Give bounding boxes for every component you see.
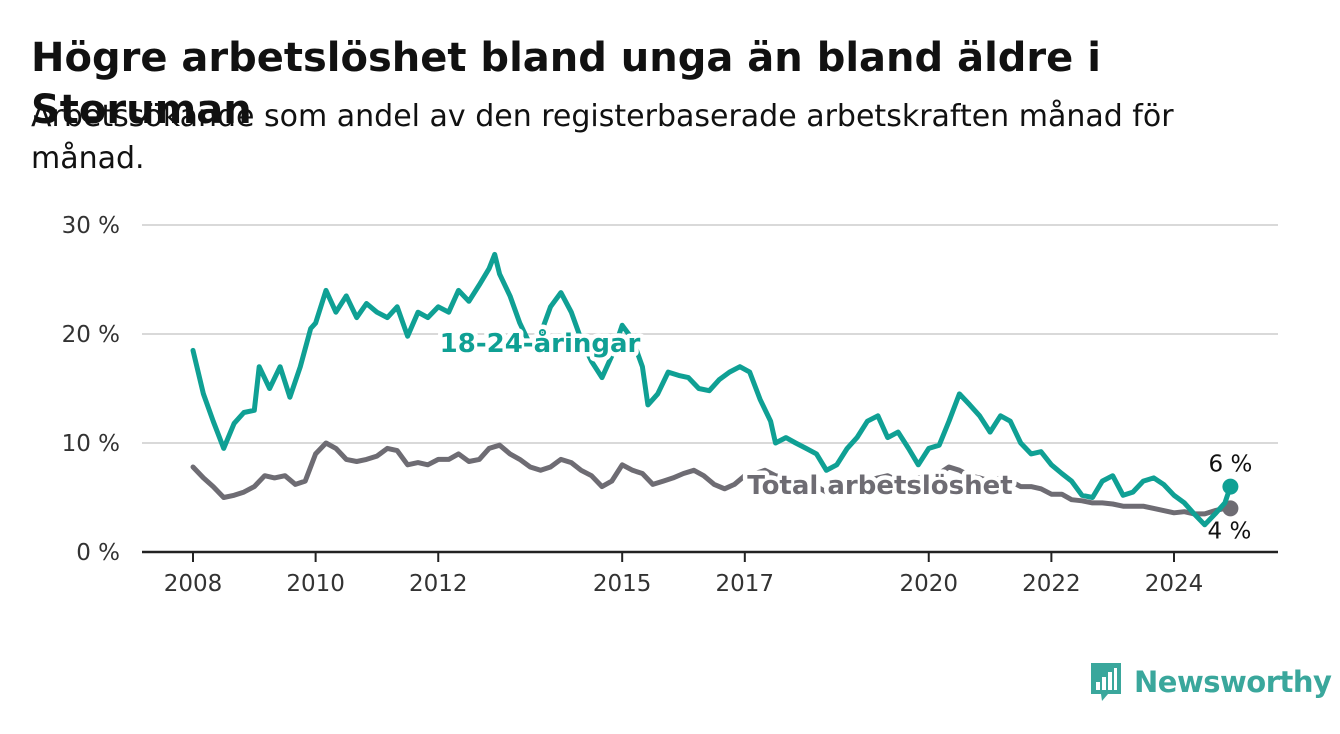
series-line-total bbox=[190, 440, 1233, 517]
x-tick-label: 2015 bbox=[593, 571, 652, 597]
bar-chart-icon bbox=[1091, 663, 1121, 701]
x-tick-label: 2024 bbox=[1145, 571, 1204, 597]
series-label-young: 18-24-åringar bbox=[440, 327, 641, 359]
chart-subtitle: Arbetssökande som andel av den registerb… bbox=[31, 99, 1174, 176]
newsworthy-logo: Newsworthy bbox=[1088, 660, 1332, 704]
y-tick-label: 0 % bbox=[76, 540, 120, 566]
x-tick-label: 2022 bbox=[1022, 571, 1081, 597]
brand-name: Newsworthy bbox=[1134, 665, 1332, 699]
x-tick-label: 2010 bbox=[286, 571, 345, 597]
series-label-young-halo: 18-24-åringar bbox=[440, 327, 641, 359]
endpoint-marker-young bbox=[1222, 478, 1239, 495]
series-line-young bbox=[190, 251, 1233, 528]
series-label-total: Total arbetslöshet bbox=[747, 471, 1012, 501]
series-lines bbox=[190, 251, 1239, 528]
chart-title: Högre arbetslöshet bland unga än bland ä… bbox=[31, 35, 1101, 133]
y-tick-label: 20 % bbox=[62, 322, 120, 348]
x-tick-label: 2020 bbox=[899, 571, 958, 597]
y-axis-ticks: 0 % 10 % 20 % 30 % bbox=[62, 213, 120, 566]
y-tick-label: 10 % bbox=[62, 431, 120, 457]
x-tick-label: 2017 bbox=[716, 571, 775, 597]
x-axis-ticks: 2008 2010 2012 2015 2017 2020 2022 2024 bbox=[164, 552, 1204, 597]
end-label-total: 4 % bbox=[1208, 518, 1252, 544]
y-tick-label: 30 % bbox=[62, 213, 120, 239]
end-label-young: 6 % bbox=[1209, 452, 1253, 478]
gridlines bbox=[142, 224, 1278, 444]
x-tick-label: 2012 bbox=[409, 571, 468, 597]
series-label-total-halo: Total arbetslöshet bbox=[747, 471, 1012, 501]
x-tick-label: 2008 bbox=[164, 571, 223, 597]
